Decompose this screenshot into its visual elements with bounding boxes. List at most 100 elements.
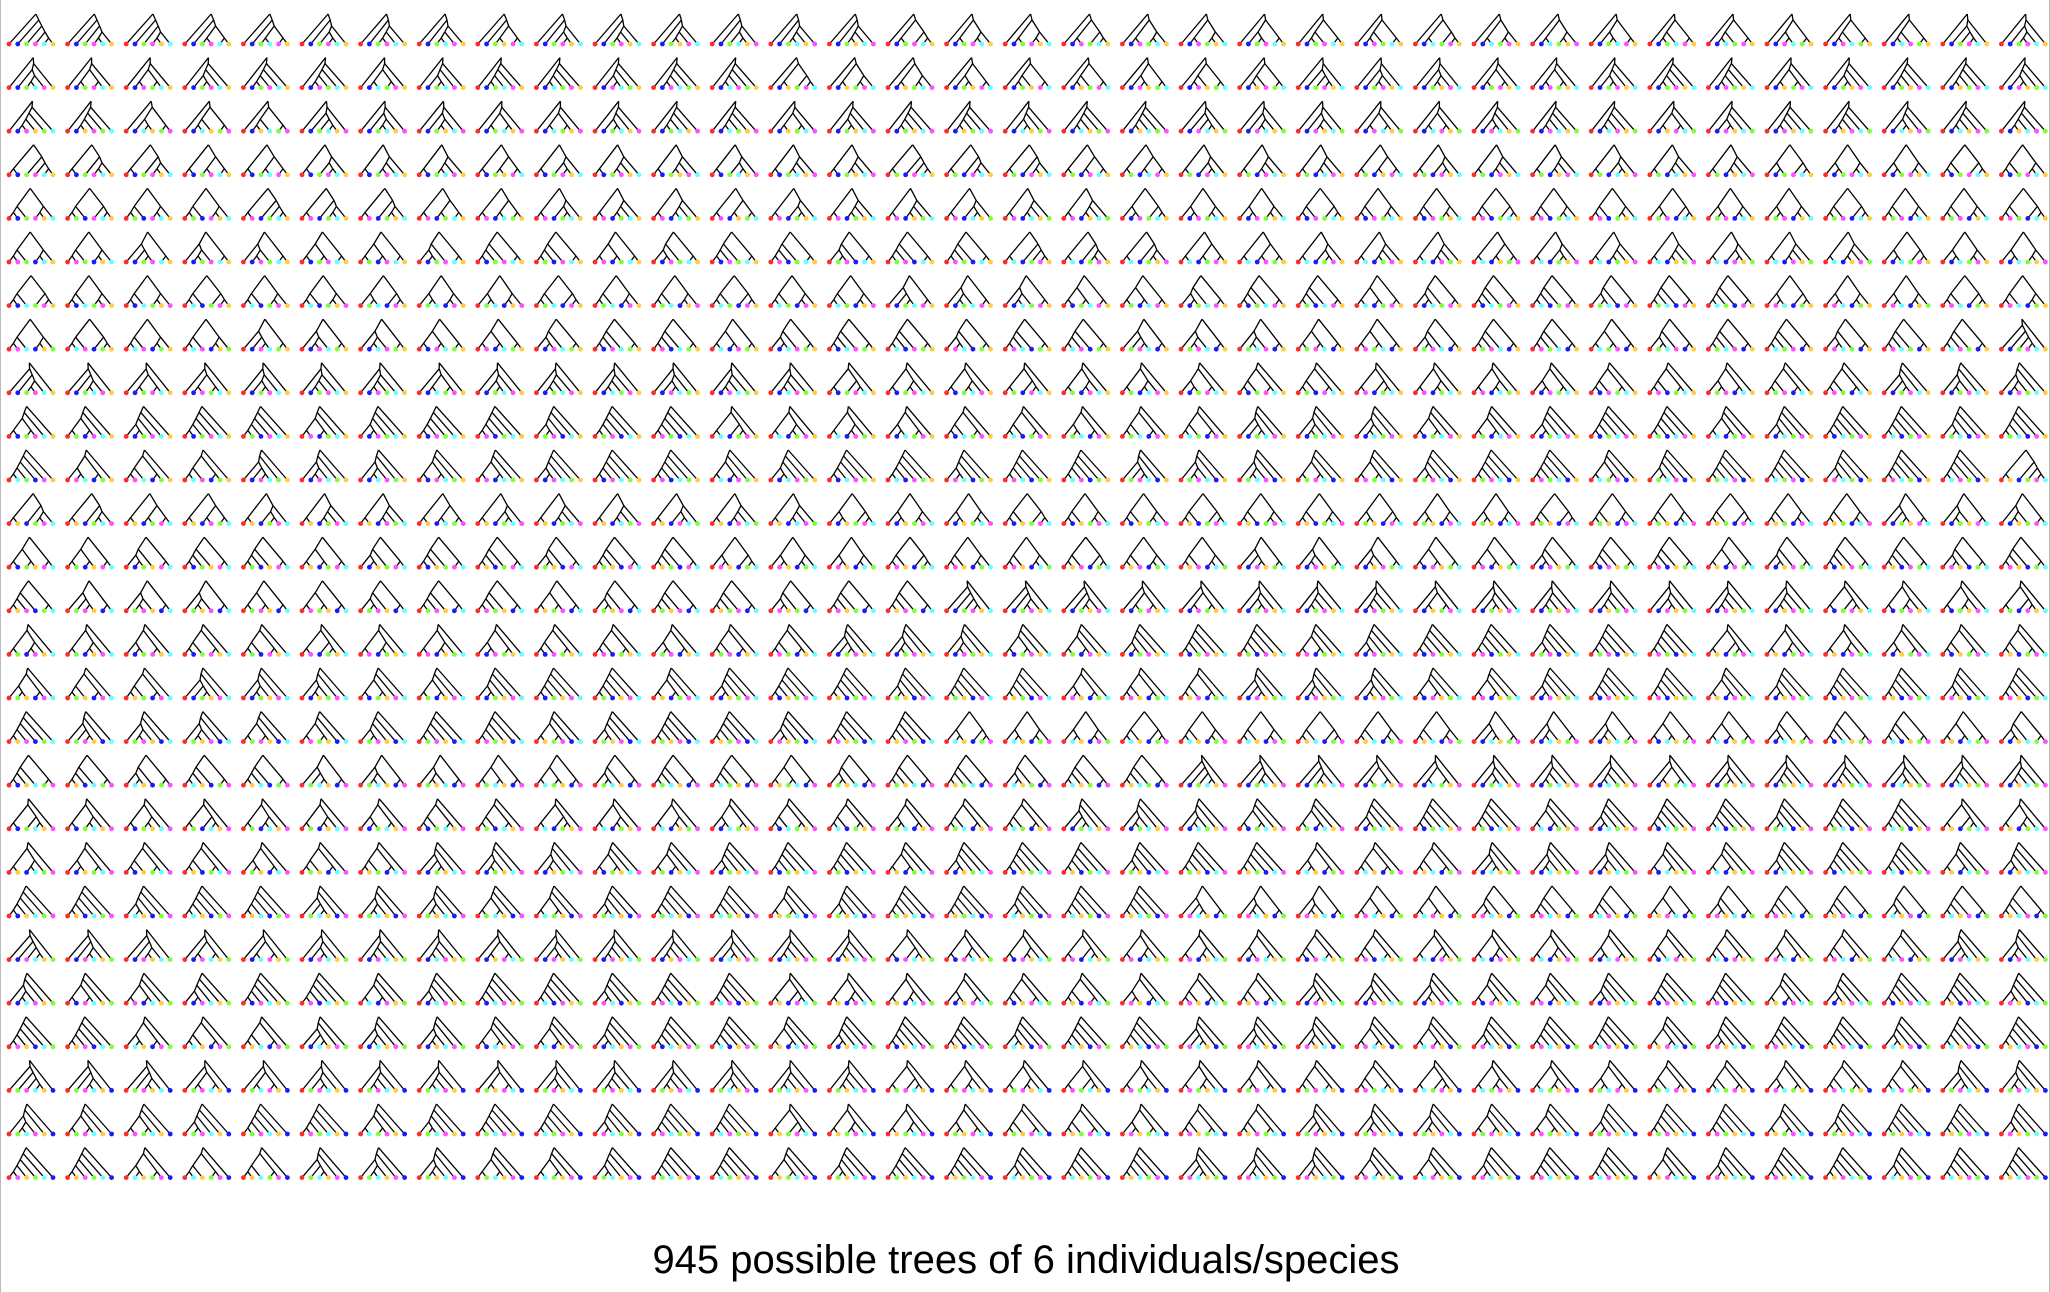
leaf-dot: [1457, 85, 1462, 90]
tree-edge: [31, 63, 35, 70]
leaf-dot: [1281, 303, 1286, 308]
tree-edge: [1883, 57, 1909, 89]
tree-edge: [676, 63, 699, 89]
leaf-dot: [41, 259, 47, 265]
leaf-dot: [2007, 85, 2013, 90]
tree-edge: [804, 293, 816, 307]
tree-edge: [1243, 293, 1249, 300]
leaf-dot: [660, 41, 665, 47]
leaf-dot: [560, 128, 566, 134]
tree-edge: [535, 336, 547, 350]
tree-edge: [711, 368, 732, 394]
tree-edge: [665, 243, 681, 263]
leaf-dot: [1281, 85, 1286, 90]
tree-edge: [720, 19, 741, 45]
tree-256: [592, 318, 642, 352]
leaf-dot: [677, 390, 683, 396]
leaf-dot: [885, 259, 891, 265]
leaf-dot: [452, 172, 457, 178]
leaf-dot: [1656, 85, 1661, 90]
tree-edge: [2022, 231, 2037, 251]
leaf-dot: [1682, 346, 1688, 352]
tree-edge: [1561, 243, 1578, 263]
tree-edge: [661, 330, 666, 338]
tree-edge: [1207, 19, 1216, 33]
tree-edge: [1504, 243, 1515, 257]
tree-edge: [1953, 330, 1970, 350]
leaf-dot: [1975, 41, 1981, 47]
leaf-dot: [619, 303, 624, 308]
tree-edge: [779, 336, 785, 344]
leaf-dot: [123, 41, 129, 47]
tree-edge: [138, 374, 149, 388]
tree-edge: [379, 362, 406, 394]
tree-edge: [598, 144, 619, 170]
tree-edge: [1360, 287, 1371, 300]
tree-edge: [854, 31, 866, 45]
tree-edge: [778, 293, 789, 307]
tree-edge: [1094, 156, 1104, 170]
tree-262: [944, 318, 993, 352]
leaf-dot: [1480, 216, 1486, 221]
tree-edge: [441, 144, 449, 158]
tree-edge: [910, 101, 913, 108]
tree-edge: [1715, 293, 1727, 307]
leaf-dot: [1714, 128, 1720, 134]
tree-107: [65, 144, 114, 178]
tree-edge: [1255, 75, 1267, 89]
leaf-dot: [1530, 128, 1535, 134]
leaf-dot: [317, 346, 322, 352]
tree-edge: [1013, 118, 1025, 132]
leaf-dot: [651, 41, 656, 47]
tree-edge: [364, 144, 384, 170]
leaf-dot: [6, 390, 12, 396]
tree-edge: [1888, 336, 1893, 344]
leaf-dot: [1137, 85, 1143, 90]
tree-edge: [1146, 231, 1155, 245]
tree-173: [1881, 188, 1931, 221]
tree-edge: [75, 374, 92, 394]
tree-edge: [1825, 57, 1850, 89]
tree-edge: [150, 101, 153, 108]
tree-edge: [1788, 188, 1802, 207]
leaf-dot: [1840, 85, 1846, 90]
leaf-dot: [920, 259, 926, 265]
leaf-dot: [123, 259, 129, 265]
leaf-dot: [1615, 128, 1620, 134]
leaf-dot: [1624, 41, 1629, 47]
leaf-dot: [475, 390, 481, 396]
tree-202: [1530, 231, 1579, 265]
leaf-dot: [1155, 216, 1160, 221]
tree-edge: [1843, 75, 1849, 82]
tree-edge: [1555, 231, 1563, 245]
tree-edge: [795, 162, 807, 176]
leaf-dot: [1430, 128, 1436, 134]
leaf-dot: [416, 346, 422, 352]
tree-edge: [653, 249, 664, 263]
tree-edge: [1424, 293, 1430, 300]
leaf-dot: [50, 259, 56, 265]
tree-edge: [1825, 13, 1851, 45]
tree-edge: [184, 57, 210, 89]
leaf-dot: [803, 172, 809, 178]
tree-16: [885, 13, 935, 47]
leaf-dot: [1691, 346, 1697, 352]
leaf-dot: [267, 390, 273, 396]
tree-edge: [1192, 275, 1202, 288]
leaf-dot: [1087, 172, 1093, 178]
leaf-dot: [1808, 346, 1814, 352]
leaf-dot: [768, 128, 774, 134]
leaf-dot: [159, 41, 164, 47]
tree-edge: [2005, 206, 2010, 213]
leaf-dot: [2016, 85, 2022, 90]
leaf-dot: [1389, 216, 1395, 221]
tree-edge: [1959, 118, 1970, 132]
leaf-dot: [2043, 172, 2048, 178]
tree-edge: [273, 156, 284, 170]
tree-edge: [602, 330, 607, 338]
tree-edge: [728, 374, 733, 382]
leaf-dot: [150, 216, 156, 221]
leaf-dot: [1096, 172, 1102, 178]
tree-edge: [1978, 162, 1983, 170]
leaf-dot: [736, 128, 741, 134]
